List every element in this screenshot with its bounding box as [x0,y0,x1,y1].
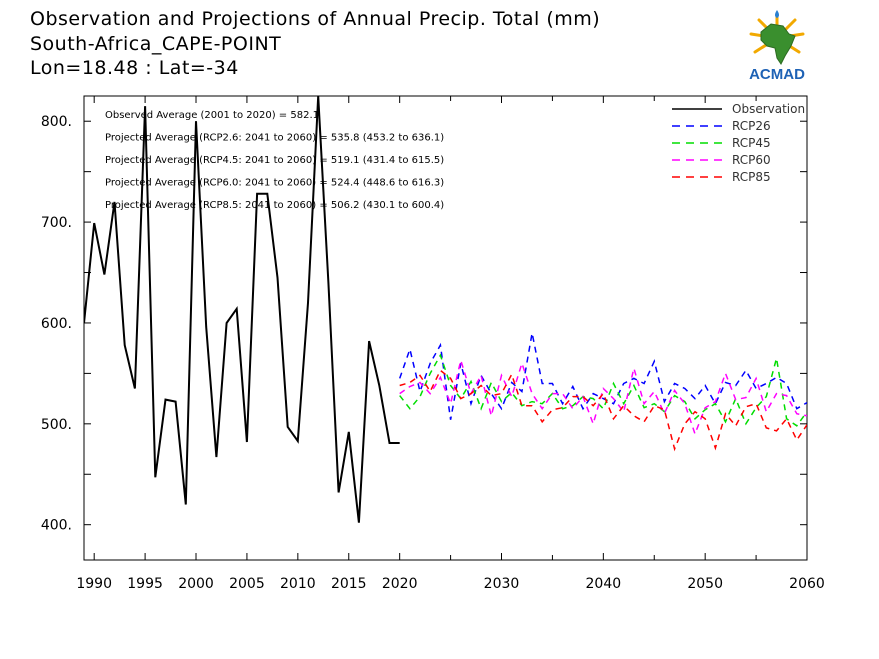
x-tick-label: 2005 [229,576,265,592]
y-tick-label: 800. [41,114,72,130]
y-tick-label: 500. [41,417,72,433]
y-tick-label: 700. [41,215,72,231]
acmad-logo: ACMAD [749,10,805,83]
average-annotation: Projected Average (RCP4.5: 2041 to 2060)… [105,155,444,166]
average-annotation: Projected Average (RCP8.5: 2041 to 2060)… [105,200,444,211]
x-tick-label: 2040 [586,576,622,592]
x-tick-label: 2015 [331,576,367,592]
x-tick-label: 2020 [382,576,418,592]
x-tick-label: 2050 [687,576,723,592]
station-coordinates: Lon=18.48 : Lat=-34 [30,57,239,79]
x-tick-label: 1990 [76,576,112,592]
station-name: South-Africa_CAPE-POINT [30,33,282,55]
x-tick-label: 2000 [178,576,214,592]
y-tick-label: 400. [41,518,72,534]
chart-title: Observation and Projections of Annual Pr… [30,8,601,30]
legend-label: RCP45 [732,136,771,150]
y-tick-label: 600. [41,316,72,332]
x-tick-label: 2060 [789,576,825,592]
series-line-rcp45 [399,353,807,427]
series-line-rcp60 [399,357,807,437]
x-tick-label: 1995 [127,576,163,592]
logo-text: ACMAD [749,66,805,83]
x-tick-label: 2010 [280,576,316,592]
series-line-rcp26 [398,332,807,420]
legend-label: RCP26 [732,119,771,133]
series-line-observation [84,96,400,523]
plot-area [83,95,808,561]
series-line-rcp85 [399,369,807,452]
average-annotation: Projected Average (RCP2.6: 2041 to 2060)… [105,133,444,144]
x-tick-label: 2030 [484,576,520,592]
legend-label: Observation [732,102,805,116]
average-annotation: Projected Average (RCP6.0: 2041 to 2060)… [105,178,444,189]
legend-label: RCP85 [732,170,771,184]
average-annotation: Observed Average (2001 to 2020) = 582.1 [105,110,319,121]
legend-label: RCP60 [732,153,771,167]
